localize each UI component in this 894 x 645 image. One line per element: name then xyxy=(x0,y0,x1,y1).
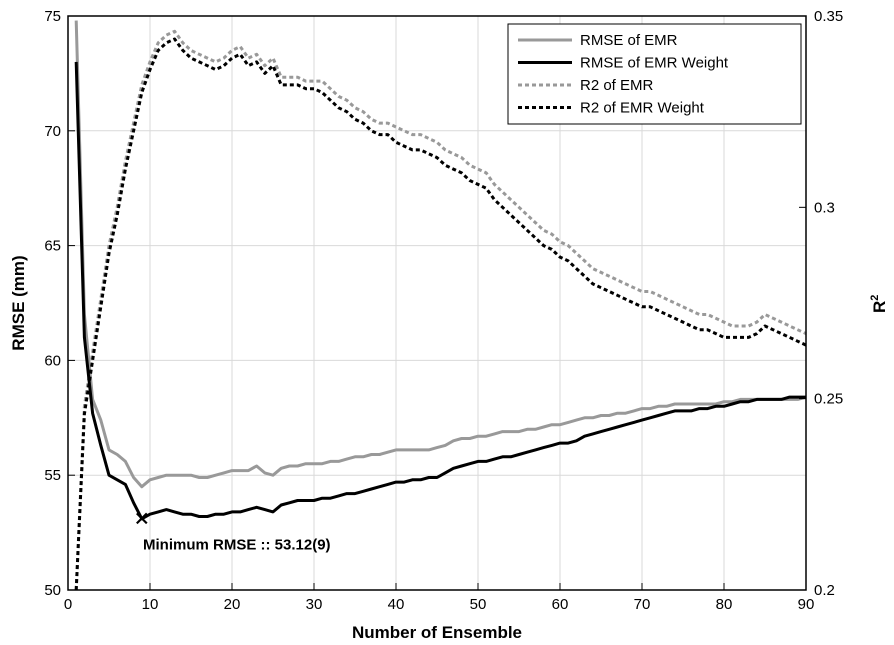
y-right-tick-label: 0.25 xyxy=(814,391,843,408)
y-left-tick-label: 60 xyxy=(44,352,61,369)
legend-label: RMSE of EMR xyxy=(580,32,678,49)
series-line-rmse-of-emr xyxy=(74,20,807,489)
series-line-r2-of-emr-weight xyxy=(74,37,807,591)
x-tick-label: 30 xyxy=(306,596,323,613)
y-left-tick-label: 50 xyxy=(44,582,61,599)
legend-label: RMSE of EMR Weight xyxy=(580,55,729,72)
minimum-rmse-label: Minimum RMSE :: 53.12(9) xyxy=(143,536,331,553)
x-tick-label: 80 xyxy=(716,596,733,613)
minimum-rmse-annotation: Minimum RMSE :: 53.12(9) xyxy=(136,512,331,553)
legend-label: R2 of EMR xyxy=(580,77,654,94)
y-axis-right-title: R2 xyxy=(869,295,889,313)
y-left-tick-label: 70 xyxy=(44,123,61,140)
legend: RMSE of EMR RMSE of EMR Weight R2 of EMR R2… xyxy=(507,23,802,125)
x-tick-label: 90 xyxy=(798,596,815,613)
y-right-tick-label: 0.2 xyxy=(814,582,835,599)
y-left-tick-label: 75 xyxy=(44,8,61,25)
y-left-tick-label: 55 xyxy=(44,467,61,484)
x-tick-label: 70 xyxy=(634,596,651,613)
plot-frame xyxy=(67,15,807,591)
x-tick-label: 40 xyxy=(388,596,405,613)
x-axis-ticks: 0 10 20 30 40 50 60 70 80 90 xyxy=(64,583,815,613)
y-axis-right-ticks: 0.2 0.25 0.3 0.35 xyxy=(799,8,843,599)
x-axis-title: Number of Ensemble xyxy=(352,623,522,642)
y-axis-left-ticks: 50 55 60 65 70 75 xyxy=(44,8,75,599)
series-line-rmse-of-emr-weight xyxy=(74,61,806,521)
y-right-tick-label: 0.35 xyxy=(814,8,843,25)
minimum-marker-x-icon xyxy=(136,512,148,525)
y-axis-left-title: RMSE (mm) xyxy=(9,255,28,350)
y-right-tick-label: 0.3 xyxy=(814,199,835,216)
y-left-tick-label: 65 xyxy=(44,238,61,255)
x-tick-label: 20 xyxy=(224,596,241,613)
x-tick-label: 10 xyxy=(142,596,159,613)
legend-label: R2 of EMR Weight xyxy=(580,100,705,117)
y-axis-right-title-base: R xyxy=(870,301,889,313)
series-layer xyxy=(74,20,807,591)
x-tick-label: 50 xyxy=(470,596,487,613)
x-tick-label: 0 xyxy=(64,596,72,613)
x-tick-label: 60 xyxy=(552,596,569,613)
legend-items: RMSE of EMR RMSE of EMR Weight R2 of EMR R2… xyxy=(518,32,729,117)
y-axis-right-title-superscript: 2 xyxy=(869,295,881,301)
series-line-r2-of-emr xyxy=(74,29,807,591)
